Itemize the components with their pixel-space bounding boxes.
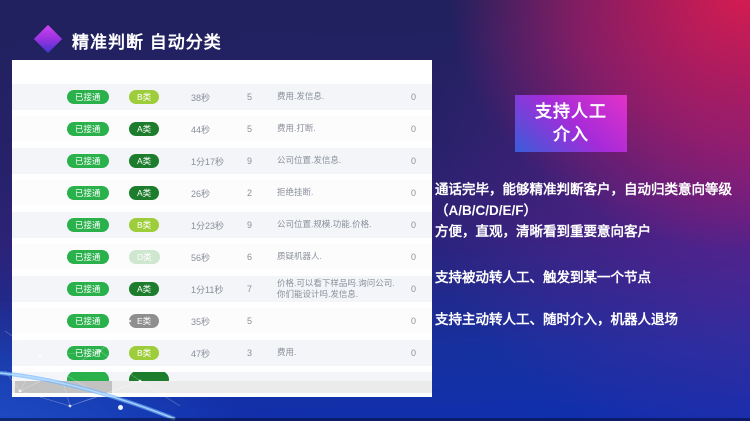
status-badge: 已接通 [67,217,109,233]
decorative-dot [118,405,123,410]
score-cell: 0 [410,220,416,230]
category-badge: B类 [129,217,160,233]
rounds-cell: 6 [247,252,253,262]
rounds-cell: 9 [247,156,253,166]
plexus-network-decoration [0,319,181,421]
diamond-icon [33,24,63,54]
page-title: 精准判断 自动分类 [72,33,222,52]
status-badge: 已接通 [67,249,109,265]
note-cell: 公司位置.规模.功能.价格. [277,219,372,230]
score-cell: 0 [410,348,416,358]
note-cell: 费用.打断. [277,123,316,134]
score-cell: 0 [410,188,416,198]
score-cell: 0 [410,284,416,294]
rounds-cell: 3 [247,348,253,358]
note-cell: 质疑机器人. [277,251,322,262]
rounds-cell: 7 [247,284,253,294]
category-badge [129,372,169,382]
panel-top-spacer [12,60,432,84]
score-cell: 0 [410,92,416,102]
status-badge: 已接通 [67,121,109,137]
duration-cell: 56秒 [191,252,211,263]
table-row[interactable]: 已接通 B类 47秒 3 费用. 0 [12,340,432,366]
category-badge: A类 [129,121,160,137]
table-row[interactable]: 已接通 A类 1分11秒 7 价格.可以看下样品吗.询问公司.你们能设计吗.发信… [12,276,432,302]
status-badge: 已接通 [67,313,109,329]
score-cell: 0 [410,316,416,326]
duration-cell: 26秒 [191,188,211,199]
status-badge [67,372,109,382]
box-line1: 支持人工 [535,101,607,121]
table-row-partial[interactable] [12,372,432,382]
table-row[interactable]: 已接通 B类 38秒 5 费用.发信息. 0 [12,84,432,110]
description-paragraph-3: 支持主动转人工、随时介入，机器人退场 [435,312,678,327]
manual-intervention-box: 支持人工 介入 [515,95,627,152]
duration-cell: 35秒 [191,316,211,327]
category-badge: B类 [129,345,160,361]
status-badge: 已接通 [67,89,109,105]
bottom-edge-strip [0,418,750,421]
status-badge: 已接通 [67,345,109,361]
para1-line3: 方便，直观，清晰看到重要意向客户 [435,223,651,239]
table-row[interactable]: 已接通 B类 1分23秒 9 公司位置.规模.功能.价格. 0 [12,212,432,238]
score-cell: 0 [410,156,416,166]
status-badge: 已接通 [67,153,109,169]
status-badge: 已接通 [67,185,109,201]
duration-cell: 38秒 [191,92,211,103]
category-badge: A类 [129,185,160,201]
table-body: 已接通 B类 38秒 5 费用.发信息. 0 已接通 A类 44秒 5 费用.打… [12,84,432,366]
rounds-cell: 5 [247,92,253,102]
rounds-cell: 9 [247,220,253,230]
box-line2: 介入 [553,124,589,144]
duration-cell: 1分17秒 [191,156,225,167]
note-cell: 费用.发信息. [277,91,325,102]
status-badge: 已接通 [67,281,109,297]
duration-cell: 47秒 [191,348,211,359]
note-cell: 公司位置.发信息. [277,155,342,166]
para1-line2: （A/B/C/D/E/F） [435,202,538,218]
horizontal-scrollbar[interactable] [12,381,432,393]
duration-cell: 1分23秒 [191,220,225,231]
score-cell: 0 [410,124,416,134]
rounds-cell: 2 [247,188,253,198]
para1-line1: 通话完毕，能够精准判断客户，自动归类意向等级 [435,182,732,197]
rounds-cell: 5 [247,316,253,326]
table-row[interactable]: 已接通 A类 1分17秒 9 公司位置.发信息. 0 [12,148,432,174]
category-badge: A类 [129,153,160,169]
note-cell: 拒绝挂断. [277,187,314,198]
call-records-panel: 已接通 B类 38秒 5 费用.发信息. 0 已接通 A类 44秒 5 费用.打… [12,60,432,397]
table-row[interactable]: 已接通 A类 44秒 5 费用.打断. 0 [12,116,432,142]
category-badge: A类 [129,281,160,297]
table-row[interactable]: 已接通 E类 35秒 5 0 [12,308,432,334]
duration-cell: 1分11秒 [191,284,224,295]
duration-cell: 44秒 [191,124,211,135]
table-row[interactable]: 已接通 A类 26秒 2 拒绝挂断. 0 [12,180,432,206]
note-cell: 价格.可以看下样品吗.询问公司.你们能设计吗.发信息. [277,277,395,299]
category-badge: D类 [129,249,160,265]
description-paragraph-1: 通话完毕，能够精准判断客户，自动归类意向等级 （A/B/C/D/E/F） 方便，… [435,180,740,243]
table-row[interactable]: 已接通 D类 56秒 6 质疑机器人. 0 [12,244,432,270]
category-badge: B类 [129,89,160,105]
category-badge: E类 [129,313,160,329]
note-cell: 费用. [277,347,297,358]
score-cell: 0 [410,252,416,262]
description-paragraph-2: 支持被动转人工、触发到某一个节点 [435,270,651,285]
rounds-cell: 5 [247,124,253,134]
